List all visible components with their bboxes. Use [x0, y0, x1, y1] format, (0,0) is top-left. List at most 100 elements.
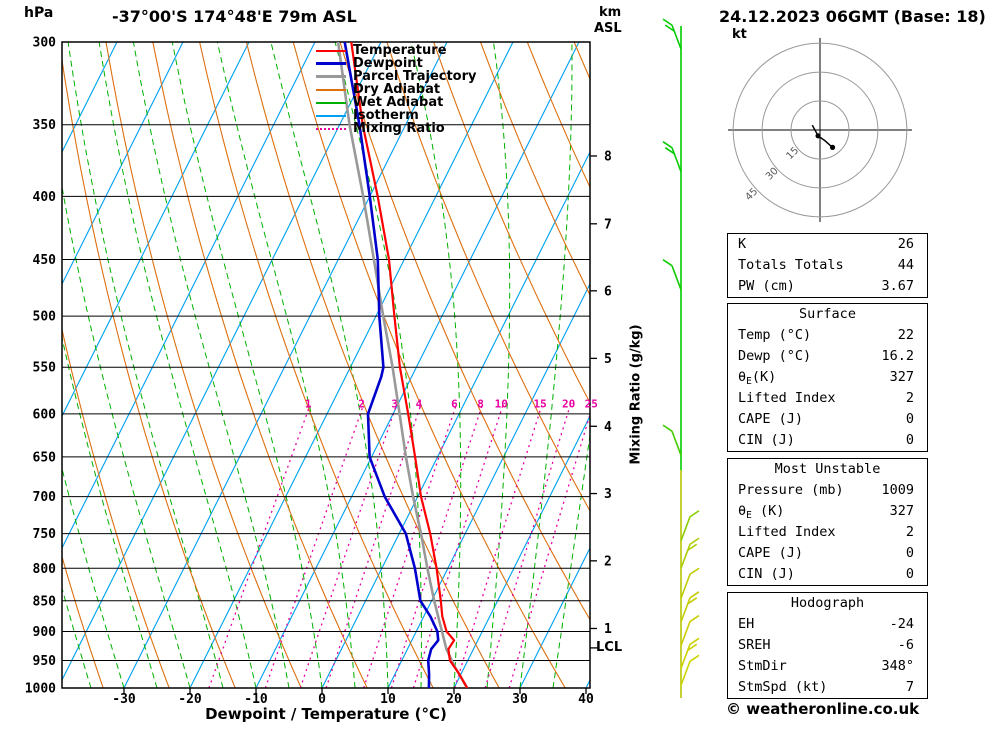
mixing-ratio-value-label: 1 [305, 397, 312, 410]
pressure-tick-label: 300 [33, 36, 57, 51]
legend-line-swatch [316, 101, 346, 104]
pressure-axis-unit: hPa [24, 5, 54, 21]
pressure-tick-label: 650 [33, 450, 57, 465]
pressure-tick-label: 700 [33, 490, 57, 505]
km-tick-label: 2 [604, 554, 612, 569]
legend-line-swatch [316, 75, 346, 78]
pressure-tick-label: 900 [33, 625, 57, 640]
table-row-label: CIN (J) [738, 432, 795, 448]
table-row-value: 327 [889, 369, 914, 385]
table-row-label: θE (K) [738, 503, 785, 521]
km-tick-label: 5 [604, 352, 612, 367]
mixing-ratio-value-label: 6 [451, 397, 458, 410]
x-axis-label: Dewpoint / Temperature (°C) [205, 705, 447, 723]
legend-item: Dry Adiabat [316, 82, 477, 97]
table-row-label: Temp (°C) [738, 327, 812, 343]
temp-tick-label: 30 [512, 692, 528, 707]
table-row-value: 0 [905, 411, 914, 427]
copyright: © weatheronline.co.uk [726, 700, 920, 718]
wind-barb-column [662, 18, 700, 698]
legend-item: Parcel Trajectory [316, 69, 477, 84]
wind-barb [680, 510, 700, 542]
table-row-value: 0 [905, 432, 914, 448]
table-row-label: SREH [738, 637, 771, 653]
table-row: Lifted Index 2 [728, 388, 927, 409]
pressure-tick-label: 750 [33, 527, 57, 542]
table-row: K 26 [728, 234, 927, 255]
dewpoint-curve [343, 42, 440, 688]
table-row-value: 348° [881, 658, 914, 674]
pressure-tick-label: 450 [33, 253, 57, 268]
wind-barb [662, 424, 682, 456]
km-tick-label: 4 [604, 420, 612, 435]
table-row-value: 2 [905, 524, 914, 540]
sounding-curves [336, 42, 469, 688]
mixing-ratio-labels: 1 2 3 4 6 8 10 15 20 25 [305, 397, 598, 410]
table-row-value: -6 [897, 637, 914, 653]
mixing-ratio-value-label: 10 [495, 397, 508, 410]
legend-item: Temperature [316, 43, 477, 58]
legend-item: Mixing Ratio [316, 121, 477, 136]
km-tick-label: 1 [604, 622, 612, 637]
table-row-value: -24 [889, 616, 914, 632]
mixing-ratio-value-label: 25 [585, 397, 598, 410]
indices-table: K 26 Totals Totals 44 PW (cm) 3.67 [727, 233, 928, 298]
table-row: Lifted Index 2 [728, 522, 927, 543]
hodograph-ring-label: 45 [743, 186, 760, 203]
legend-item: Dewpoint [316, 56, 477, 71]
table-row-label: PW (cm) [738, 278, 795, 294]
legend-item-label: Dry Adiabat [353, 82, 441, 97]
table-row-value: 0 [905, 545, 914, 561]
table-row: StmSpd (kt) 7 [728, 677, 927, 698]
table-row: Temp (°C) 22 [728, 325, 927, 346]
hodograph-ring-label: 30 [764, 166, 781, 183]
wind-barb [680, 654, 700, 686]
temp-tick-label: 40 [578, 692, 594, 707]
wind-barb [662, 259, 682, 290]
wind-barb [680, 614, 700, 646]
indices-table: Surface Temp (°C) 22 Dewp (°C) 16.2 θE(K) 327 L… [727, 303, 928, 452]
mixing-ratio-value-label: 2 [358, 397, 365, 410]
table-row-label: StmSpd (kt) [738, 679, 828, 695]
table-row: CIN (J) 0 [728, 564, 927, 585]
wind-barb [662, 18, 682, 50]
table-row-value: 26 [897, 236, 914, 252]
pressure-tick-label: 400 [33, 190, 57, 205]
hodograph-dot [829, 144, 836, 150]
page-title: -37°00'S 174°48'E 79m ASL [112, 7, 357, 26]
table-row-label: StmDir [738, 658, 787, 674]
table-row-value: 7 [905, 679, 914, 695]
table-row: EH -24 [728, 614, 927, 635]
table-row-value: 3.67 [881, 278, 914, 294]
table-row-value: 327 [889, 503, 914, 519]
km-tick-label: 3 [604, 487, 612, 502]
table-row-label: CAPE (J) [738, 545, 804, 561]
km-axis-unit: km [599, 5, 622, 20]
table-row-label: Pressure (mb) [738, 482, 844, 498]
wind-barb [680, 537, 700, 569]
asl-axis-unit: ASL [594, 21, 622, 36]
pressure-tick-label: 850 [33, 594, 57, 609]
pressure-tick-label: 550 [33, 361, 57, 376]
table-row-value: 0 [905, 566, 914, 582]
table-row: PW (cm) 3.67 [728, 276, 927, 297]
table-row: Dewp (°C) 16.2 [728, 346, 927, 367]
table-row-label: Lifted Index [738, 524, 836, 540]
legend-item-label: Wet Adiabat [353, 95, 444, 110]
table-row: θE(K) 327 [728, 367, 927, 388]
run-date-title: 24.12.2023 06GMT (Base: 18) [719, 7, 986, 26]
table-row-label: CAPE (J) [738, 411, 804, 427]
legend-item-label: Isotherm [353, 108, 419, 123]
legend-line-swatch [316, 114, 346, 117]
hodograph-dot [815, 133, 821, 139]
table-row-label: θE(K) [738, 369, 777, 387]
temp-tick-label: -30 [112, 692, 136, 707]
legend-item: Wet Adiabat [316, 95, 477, 110]
wind-barb [662, 140, 682, 172]
table-row-label: CIN (J) [738, 566, 795, 582]
legend-item-label: Temperature [353, 43, 447, 58]
legend-item-label: Dewpoint [353, 56, 423, 71]
table-title: Surface [799, 306, 856, 322]
